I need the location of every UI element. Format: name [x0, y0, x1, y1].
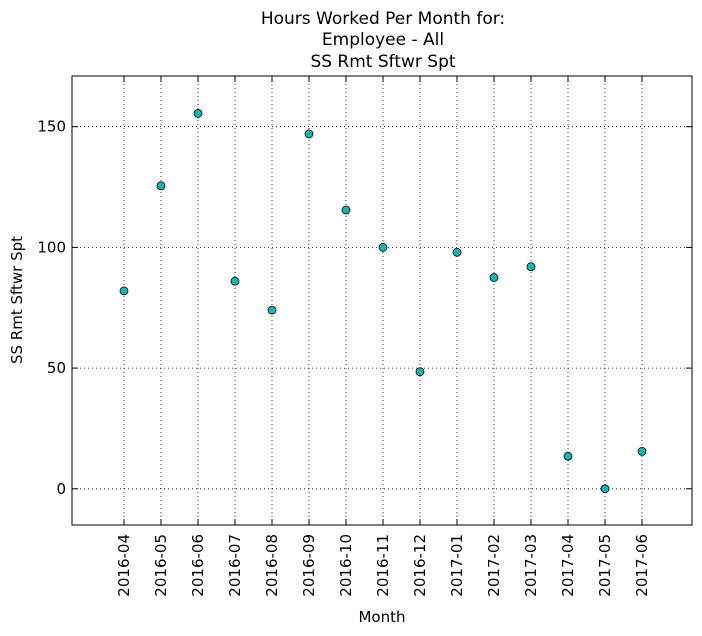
x-tick-label: 2016-11	[374, 534, 392, 597]
data-point	[415, 367, 425, 377]
y-tick-label: 0	[56, 480, 66, 498]
data-point	[156, 181, 166, 191]
data-point	[378, 242, 388, 252]
x-tick-label: 2017-04	[559, 534, 577, 597]
x-tick-label: 2016-10	[337, 534, 355, 597]
y-tick-label: 150	[37, 118, 66, 136]
data-point	[230, 276, 240, 286]
x-tick-label: 2016-07	[226, 534, 244, 597]
plot-frame	[71, 75, 693, 526]
chart-title: Hours Worked Per Month for: Employee - A…	[261, 9, 505, 72]
y-tick-label: 100	[37, 238, 66, 256]
x-tick-label: 2017-01	[448, 534, 466, 597]
data-point	[267, 305, 277, 315]
x-tick-label: 2017-06	[633, 534, 651, 597]
x-tick-label: 2017-03	[522, 534, 540, 597]
data-point	[193, 109, 203, 118]
data-point	[304, 129, 314, 139]
data-point	[119, 286, 129, 296]
data-points	[119, 109, 647, 494]
data-point	[563, 451, 573, 461]
data-point	[452, 247, 462, 257]
tick-labels: 0 50 100 150 2016-04 2016-05 2016-06 2016-07 201…	[37, 118, 651, 597]
x-tick-label: 2017-05	[596, 534, 614, 597]
axis-ticks	[72, 76, 692, 525]
x-tick-label: 2017-02	[485, 534, 503, 597]
chart-title-line-3: SS Rmt Sftwr Spt	[310, 52, 455, 72]
x-tick-label: 2016-09	[300, 534, 318, 597]
chart-title-line-2: Employee - All	[322, 30, 444, 50]
y-axis-label: SS Rmt Sftwr Spt	[8, 236, 26, 364]
x-tick-label: 2016-04	[115, 534, 133, 597]
data-point	[341, 205, 351, 215]
x-axis-label: Month	[358, 608, 405, 626]
x-tick-label: 2016-12	[411, 534, 429, 597]
grid	[72, 76, 692, 525]
y-tick-label: 50	[47, 359, 66, 377]
x-tick-label: 2016-06	[189, 534, 207, 597]
data-point	[489, 273, 499, 282]
chart-title-line-1: Hours Worked Per Month for:	[261, 9, 505, 29]
data-point	[526, 262, 536, 272]
data-point	[637, 446, 647, 456]
x-tick-label: 2016-08	[263, 534, 281, 597]
x-tick-label: 2016-05	[152, 534, 170, 597]
data-point	[600, 484, 610, 494]
